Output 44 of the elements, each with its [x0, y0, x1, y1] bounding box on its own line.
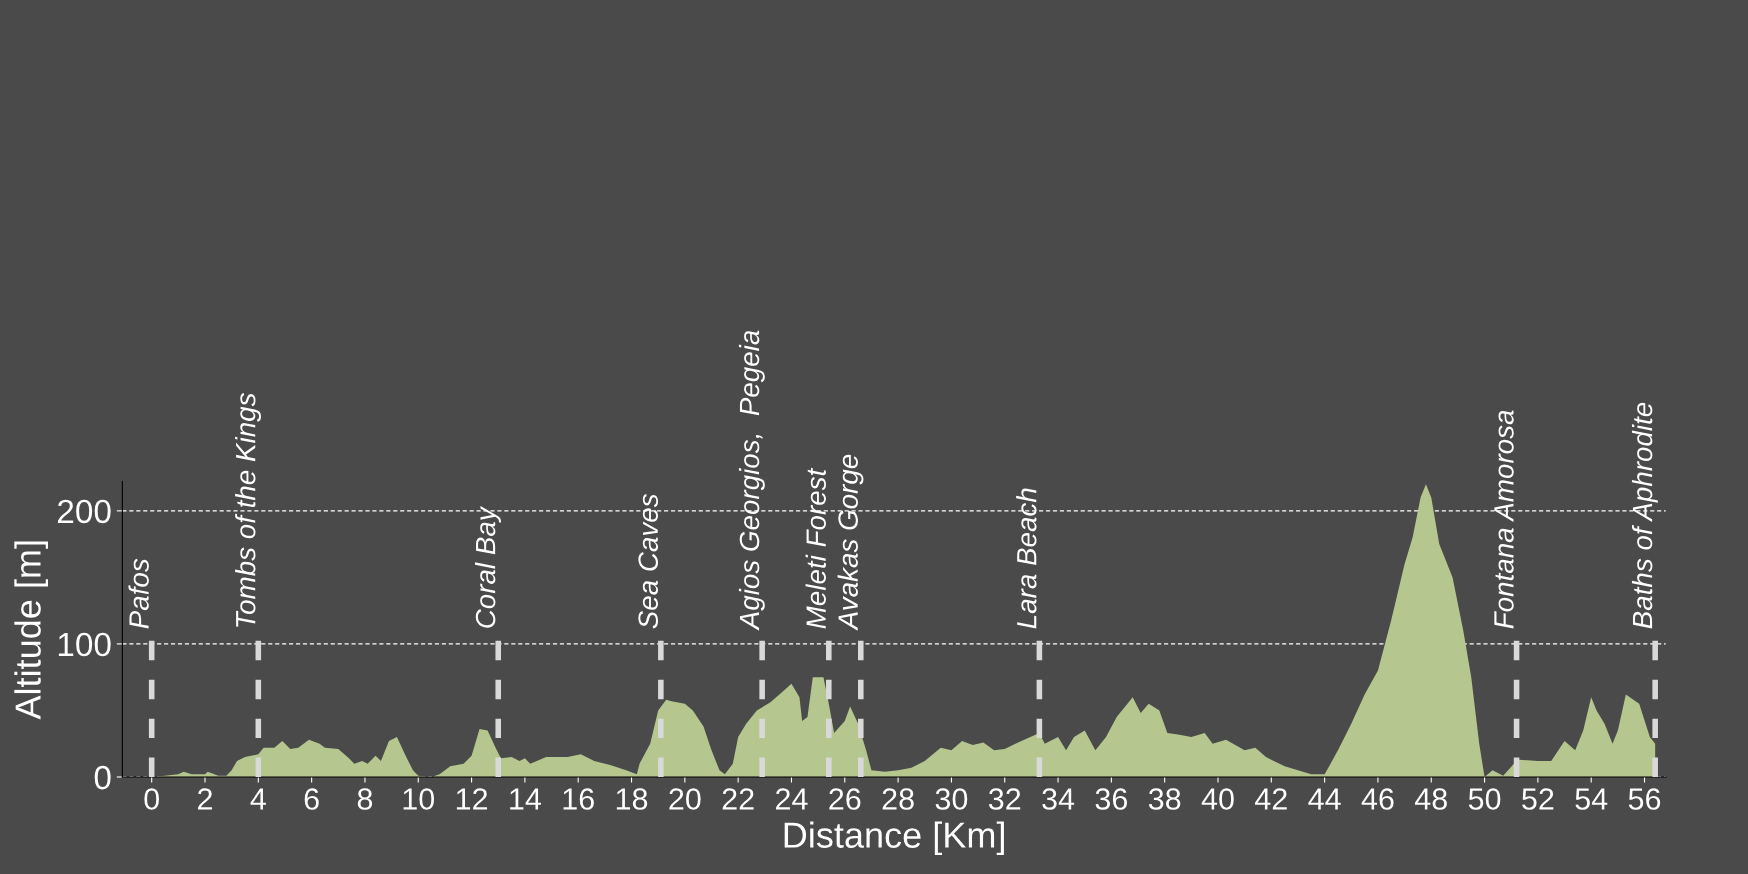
x-tick-label: 56 [1628, 788, 1661, 810]
ref-line-label: Baths of Aphrodite [1631, 402, 1658, 629]
y-tick-label: 100 [58, 632, 111, 657]
x-tick-label: 8 [357, 788, 373, 810]
x-tick-label: 14 [510, 788, 541, 810]
x-tick-label: 32 [988, 788, 1021, 810]
y-tick-label: 200 [58, 499, 111, 524]
x-tick-label: 6 [304, 788, 319, 810]
ref-line-label: Sea Caves [638, 493, 659, 629]
ref-line-label: Fontana Amorosa [1494, 410, 1514, 629]
x-tick-label: 22 [722, 788, 754, 810]
x-tick-label: 24 [776, 788, 808, 810]
x-tick-label: 26 [829, 788, 861, 810]
y-tick-label: 0 [94, 765, 111, 790]
x-tick-label: 2 [198, 788, 212, 810]
x-tick-label: 34 [1042, 788, 1075, 810]
x-tick-label: 10 [403, 788, 435, 810]
x-tick-label: 18 [616, 788, 648, 810]
x-tick-label: 40 [1201, 788, 1234, 810]
x-tick-label: 0 [144, 788, 159, 810]
y-axis-title: Altitude [m] [14, 541, 48, 720]
x-tick-label: 4 [250, 788, 266, 810]
x-tick-label: 54 [1575, 788, 1608, 810]
x-tick-label: 16 [563, 788, 594, 810]
ref-line-label: Pafos [128, 558, 149, 629]
x-tick-label: 48 [1414, 788, 1447, 810]
ref-line-label: Meleti Forest [805, 467, 826, 629]
x-tick-label: 44 [1308, 788, 1341, 810]
x-tick-label: 42 [1255, 788, 1287, 810]
x-tick-label: 50 [1468, 788, 1501, 810]
x-tick-label: 12 [456, 788, 488, 810]
x-tick-label: 30 [935, 788, 968, 810]
x-tick-label: 36 [1095, 788, 1128, 810]
x-tick-label: 20 [669, 788, 701, 810]
x-tick-label: 52 [1522, 788, 1554, 810]
x-tick-label: 28 [882, 788, 914, 810]
ref-line-label: Coral Bay [475, 505, 501, 628]
ref-line-label: Avakas Gorge [837, 454, 864, 631]
ref-line-label: Lara Beach [1016, 488, 1037, 629]
x-tick-label: 38 [1148, 788, 1181, 810]
x-tick-label: 46 [1361, 788, 1394, 810]
ref-line-label: Agios Georgios, Pegeia [738, 330, 765, 631]
ref-line-label: Tombs of the Kings [235, 393, 261, 627]
x-axis-title: Distance [Km] [784, 821, 1004, 856]
